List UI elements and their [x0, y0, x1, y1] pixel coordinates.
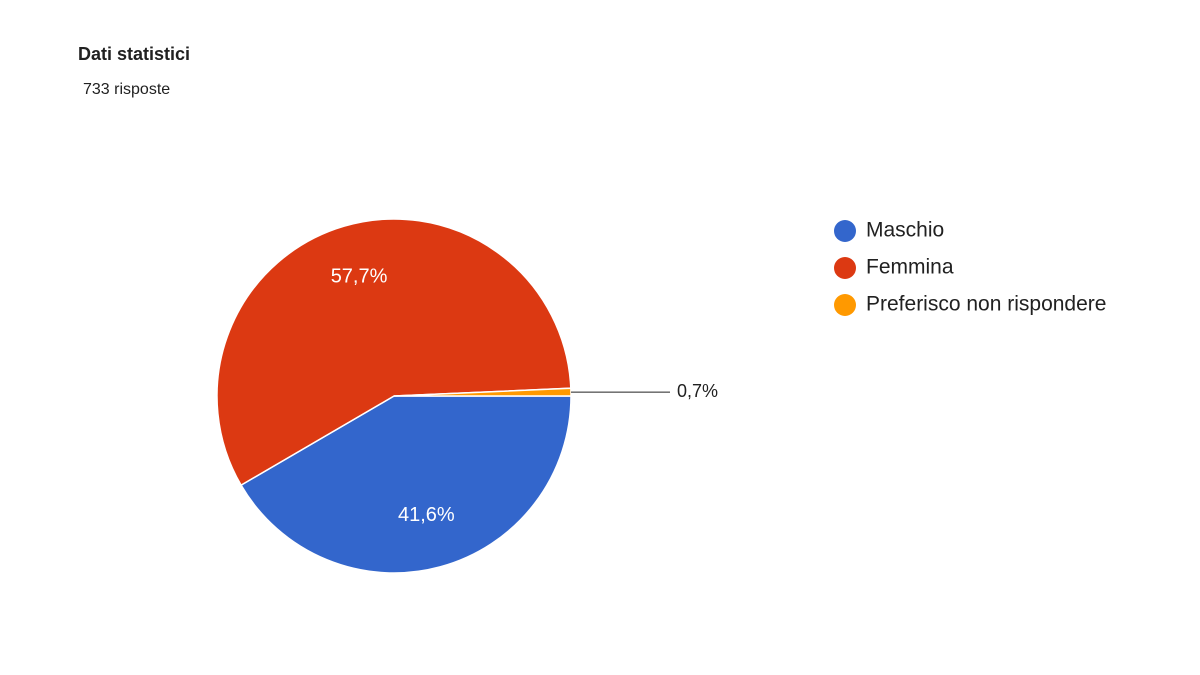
chart-title: Dati statistici: [78, 44, 190, 64]
legend-label: Preferisco non rispondere: [866, 293, 1106, 316]
pie-slice: [240, 395, 572, 574]
legend-marker: [834, 294, 856, 316]
legend-marker: [834, 220, 856, 242]
slice-label: 57,7%: [331, 265, 388, 287]
pie-slice: [216, 218, 572, 487]
slice-label: 41,6%: [398, 504, 455, 526]
slice-label: 0,7%: [677, 381, 718, 401]
legend-label: Femmina: [866, 256, 954, 279]
chart-subtitle: 733 risposte: [83, 81, 170, 98]
legend-marker: [834, 257, 856, 279]
legend-label: Maschio: [866, 219, 944, 242]
